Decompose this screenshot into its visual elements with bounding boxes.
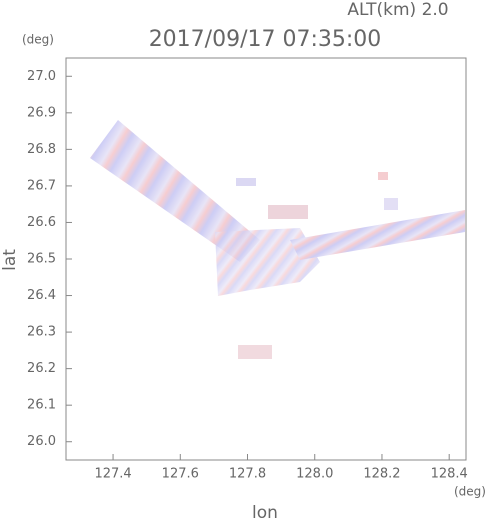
x-tick-label: 127.6 xyxy=(162,467,199,482)
y-tick-label: 26.4 xyxy=(27,288,56,303)
y-axis-label: lat xyxy=(0,249,20,271)
x-axis-label: lon xyxy=(252,503,278,521)
y-tick-label: 26.6 xyxy=(27,215,56,230)
x-tick-label: 128.4 xyxy=(431,467,468,482)
y-tick-label: 26.7 xyxy=(27,178,56,193)
y-tick-label: 26.1 xyxy=(27,398,56,413)
y-tick-label: 27.0 xyxy=(27,69,56,84)
y-tick-label: 26.5 xyxy=(27,252,56,267)
y-tick-label: 26.2 xyxy=(27,361,56,376)
chart-title: 2017/09/17 07:35:00 xyxy=(149,27,382,52)
subtitle: ALT(km) 2.0 xyxy=(347,0,448,20)
x-tick-label: 128.2 xyxy=(363,467,400,482)
y-tick-label: 26.8 xyxy=(27,142,56,157)
x-tick-label: 127.8 xyxy=(229,467,266,482)
y-tick-label: 26.9 xyxy=(27,105,56,120)
x-unit: (deg) xyxy=(454,485,486,499)
radar-echo xyxy=(90,120,465,359)
x-tick-label: 127.4 xyxy=(94,467,131,482)
y-unit: (deg) xyxy=(22,33,54,47)
x-tick-label: 128.0 xyxy=(296,467,333,482)
y-tick-label: 26.0 xyxy=(27,434,56,449)
y-tick-label: 26.3 xyxy=(27,325,56,340)
